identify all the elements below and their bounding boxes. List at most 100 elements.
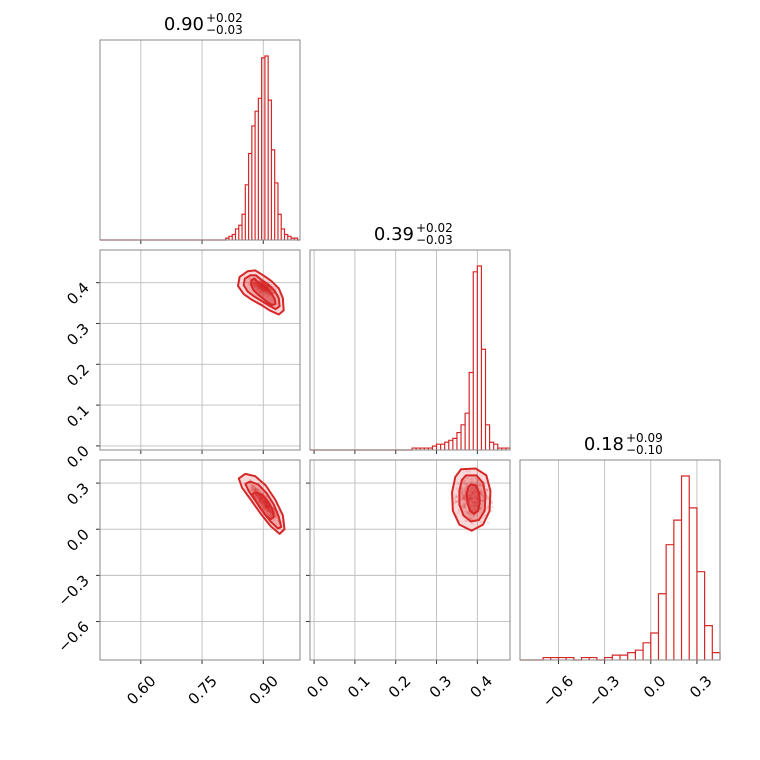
marginal-p3-histogram-step	[520, 475, 721, 661]
joint-p1-p3-point	[260, 501, 264, 504]
joint-p2-p3-point	[461, 497, 464, 501]
joint-p1-p3-point	[262, 501, 266, 505]
joint-p1-p3-point	[258, 495, 261, 498]
joint-p1-p3-contour-2	[237, 472, 286, 535]
joint-p2-p3-point	[474, 482, 477, 485]
joint-p1-p2-point	[266, 295, 270, 298]
joint-p1-p2-point	[265, 291, 269, 294]
joint-p1-p3-point	[249, 488, 252, 491]
joint-p1-p3-point	[266, 509, 269, 512]
joint-p2-p3-point	[473, 495, 477, 498]
joint-p2-p3-point	[455, 500, 459, 504]
joint-p2-p3-point	[462, 481, 466, 485]
joint-p1-p3-point	[262, 505, 265, 508]
joint-p1-p3-point	[263, 504, 267, 508]
joint-p2-p3-point	[463, 504, 466, 508]
marginal-p3-frame	[519, 459, 721, 661]
joint-p1-p2-point	[253, 282, 257, 285]
joint-p1-p3-point	[253, 488, 257, 491]
joint-p1-p3-point	[258, 490, 262, 493]
marginal-p2-bin-8	[445, 442, 449, 450]
x_bottom_p3-labels: −0.6 −0.3 0.0 0.3	[539, 672, 716, 710]
joint-p1-p2-point	[252, 282, 256, 286]
joint-p2-p3-point	[468, 500, 471, 503]
joint-p2-p3-point	[453, 501, 456, 505]
joint-p2-p3-point	[465, 512, 468, 515]
joint-p1-p3-point	[259, 495, 262, 499]
joint-p1-p3-point	[259, 500, 263, 504]
joint-p2-p3-point	[468, 499, 472, 502]
joint-p1-p3-point	[264, 506, 268, 510]
joint-p2-p3-point	[491, 505, 495, 509]
marginal-p2-bin-12	[461, 425, 465, 450]
joint-p2-p3-point	[465, 482, 469, 485]
joint-p1-p2-point	[255, 283, 259, 287]
joint-p2-p3-point	[471, 492, 474, 496]
joint-p1-p2-point	[260, 286, 263, 289]
joint-p1-p3-point	[251, 488, 255, 492]
joint-p1-p2-point	[255, 284, 258, 287]
joint-p2-p3-point	[468, 513, 472, 516]
joint-p1-p2-point	[257, 288, 261, 292]
joint-p1-p2-point	[267, 286, 270, 289]
joint-p1-p3-point	[265, 504, 269, 508]
joint-p2-p3-point	[463, 498, 467, 501]
joint-p2-p3-point	[460, 493, 464, 496]
joint-p2-p3-point	[476, 497, 479, 500]
joint-p2-p3-point	[490, 509, 493, 513]
joint-p2-p3-point	[481, 505, 484, 508]
joint-p2-p3-point	[465, 470, 469, 473]
joint-p2-p3-point	[470, 505, 474, 509]
joint-p2-p3-point	[468, 497, 471, 500]
joint-p1-p2-point	[252, 282, 255, 285]
marginal-p3-title-median: 0.18	[584, 434, 624, 455]
joint-p1-p2-point	[259, 285, 263, 289]
joint-p1-p2-point	[260, 281, 264, 284]
joint-p2-p3-point	[480, 498, 483, 502]
marginal-p2: 0.39 +0.02−0.03	[309, 221, 511, 454]
joint-p1-p2-point	[258, 284, 261, 288]
joint-p1-p3-point	[253, 486, 257, 489]
joint-p2-p3-point	[473, 490, 477, 494]
x_bottom_p3-label-2: 0.0	[640, 672, 670, 702]
joint-p1-p3-point	[267, 505, 270, 509]
joint-p1-p2-point	[263, 289, 267, 293]
joint-p1-p3-point	[268, 514, 272, 517]
joint-p1-p3-point	[255, 487, 258, 491]
joint-p1-p3-point	[258, 497, 262, 501]
joint-p1-p3-point	[262, 499, 266, 503]
joint-p2-p3-frame	[309, 459, 511, 661]
marginal-p3-title-minus: −0.10	[626, 443, 663, 457]
joint-p1-p2-point	[272, 285, 276, 289]
joint-p2-p3-point	[471, 500, 474, 504]
joint-p1-p3-point	[258, 497, 262, 500]
joint-p1-p3-point	[265, 506, 269, 509]
joint-p1-p2-point	[253, 284, 256, 288]
joint-p1-p3-point	[262, 499, 265, 502]
joint-p2-p3-point	[481, 502, 485, 506]
joint-p1-p3-point	[251, 486, 254, 490]
joint-p1-p2-point	[255, 284, 259, 287]
joint-p1-p3-point	[261, 500, 264, 503]
joint-p1-p3-point	[268, 509, 272, 512]
joint-p2-p3-point	[463, 493, 467, 496]
joint-p1-p3-point	[265, 505, 268, 509]
x_bottom_p3-label-0: −0.6	[539, 672, 577, 710]
joint-p1-p2-point	[252, 284, 256, 287]
joint-p1-p3-point	[263, 504, 267, 508]
joint-p2-p3-point	[469, 498, 473, 501]
joint-p2-p3-point	[467, 511, 470, 514]
joint-p1-p3-point	[257, 497, 261, 500]
joint-p2-p3-point	[462, 489, 465, 492]
joint-p1-p3-point	[260, 497, 263, 500]
joint-p2-p3-point	[464, 497, 467, 501]
joint-p1-p3-point	[265, 505, 269, 509]
joint-p1-p3-point	[275, 515, 278, 519]
joint-p1-p3-point	[263, 504, 266, 507]
y_left_p3-labels: −0.6 −0.3 0.0 0.3	[54, 479, 92, 656]
joint-p2-p3-point	[480, 493, 483, 496]
joint-p2-p3-point	[473, 490, 477, 494]
joint-p1-p2-point	[261, 290, 264, 293]
joint-p1-p2-point	[255, 287, 259, 291]
